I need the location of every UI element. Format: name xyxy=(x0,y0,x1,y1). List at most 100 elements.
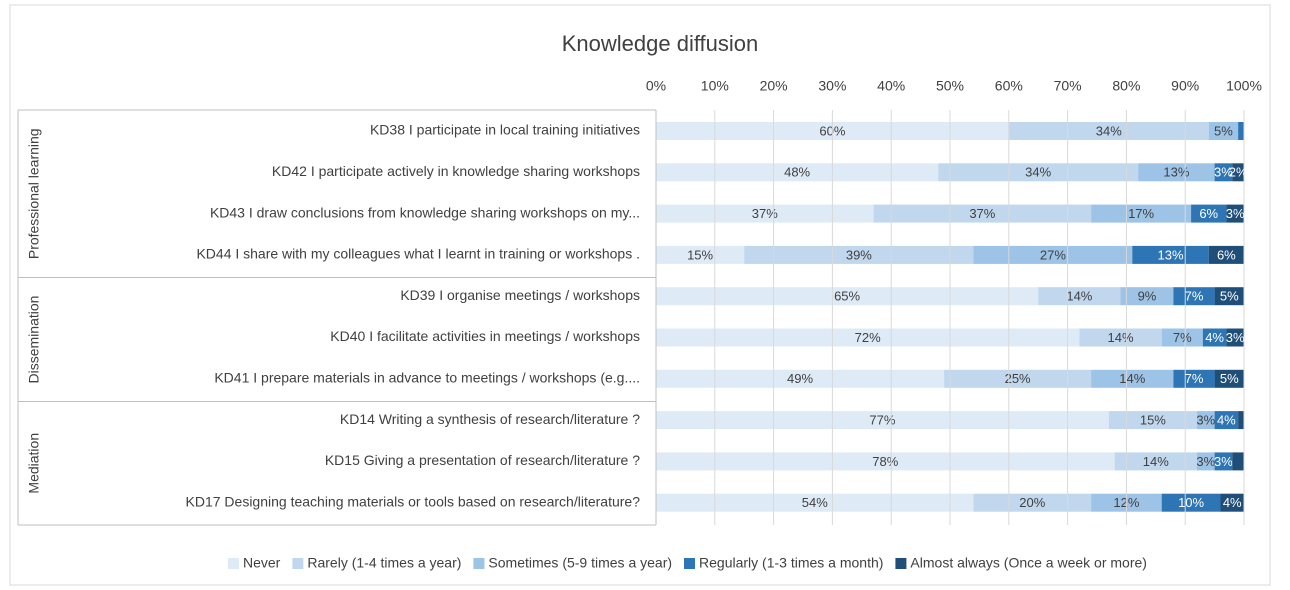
data-label: 3% xyxy=(1214,454,1233,469)
legend-label: Rarely (1-4 times a year) xyxy=(307,555,461,571)
bar-segment xyxy=(656,493,974,512)
legend-swatch xyxy=(473,558,485,569)
bar-segment xyxy=(1208,245,1244,264)
data-label: 3% xyxy=(1196,454,1215,469)
data-label: 3% xyxy=(1214,165,1233,180)
bar-segment xyxy=(656,369,945,388)
bar-segment xyxy=(1173,287,1215,306)
category-label: KD39 I organise meetings / workshops xyxy=(400,287,640,303)
legend-label: Sometimes (5-9 times a year) xyxy=(488,555,672,571)
category-label: KD14 Writing a synthesis of research/lit… xyxy=(340,411,640,427)
group-label: Dissemination xyxy=(26,296,42,384)
bar-segment xyxy=(1079,328,1162,347)
category-label: KD38 I participate in local training ini… xyxy=(370,122,640,138)
bar-segment xyxy=(1091,369,1174,388)
category-label: KD17 Designing teaching materials or too… xyxy=(186,493,641,509)
data-label: 65% xyxy=(834,289,860,304)
bar-segment xyxy=(656,163,939,182)
data-label: 9% xyxy=(1138,289,1157,304)
bar-segment xyxy=(744,245,974,264)
data-label: 72% xyxy=(855,330,881,345)
legend-swatch xyxy=(292,558,304,569)
bar-segment xyxy=(1202,328,1227,347)
data-label: 39% xyxy=(846,247,872,262)
data-label: 15% xyxy=(687,247,713,262)
data-label: 6% xyxy=(1199,206,1218,221)
legend-label: Never xyxy=(243,555,281,571)
category-label: KD44 I share with my colleagues what I l… xyxy=(196,246,640,262)
bar-segment xyxy=(1226,328,1244,347)
bar-segment xyxy=(1214,411,1239,430)
bar-segment xyxy=(1038,287,1121,306)
data-label: 34% xyxy=(1096,123,1122,138)
bar-segment xyxy=(656,328,1080,347)
bar-segment xyxy=(1214,163,1233,182)
bar-segment xyxy=(1008,122,1209,140)
data-label: 5% xyxy=(1220,371,1239,386)
group-label: Mediation xyxy=(26,433,42,494)
bar-segment xyxy=(944,369,1092,388)
data-label: 49% xyxy=(787,371,813,386)
data-label: 25% xyxy=(1005,371,1031,386)
data-label: 78% xyxy=(872,454,898,469)
data-label: 7% xyxy=(1185,289,1204,304)
data-label: 27% xyxy=(1040,247,1066,262)
x-tick-label: 10% xyxy=(701,78,729,94)
x-tick-label: 100% xyxy=(1226,78,1262,94)
x-tick-label: 0% xyxy=(646,78,666,94)
legend-label: Regularly (1-3 times a month) xyxy=(699,555,883,571)
category-label: KD43 I draw conclusions from knowledge s… xyxy=(210,204,640,220)
legend-label: Almost always (Once a week or more) xyxy=(910,555,1147,571)
data-label: 3% xyxy=(1226,330,1245,345)
x-tick-label: 30% xyxy=(818,78,846,94)
x-tick-label: 80% xyxy=(1112,78,1140,94)
data-label: 37% xyxy=(969,206,995,221)
x-tick-label: 40% xyxy=(877,78,905,94)
data-label: 14% xyxy=(1066,289,1092,304)
bar-segment xyxy=(1161,328,1203,347)
category-label: KD40 I facilitate activities in meetings… xyxy=(330,328,640,344)
x-tick-label: 90% xyxy=(1171,78,1199,94)
data-label: 34% xyxy=(1025,165,1051,180)
plot: 60% 34% 5%48% 34% 13% 3%2%37% 37% 17% 6% 3%15% 39%… xyxy=(656,122,1248,512)
bar-segment xyxy=(1214,452,1233,471)
x-tick-label: 50% xyxy=(936,78,964,94)
bar-segment xyxy=(1226,204,1244,223)
bar-segment xyxy=(1108,411,1197,430)
bar-segment xyxy=(656,287,1039,306)
data-label: 14% xyxy=(1119,371,1145,386)
category-label: KD42 I participate actively in knowledge… xyxy=(272,163,640,179)
bar-segment xyxy=(1191,204,1227,223)
bar-segment xyxy=(1132,245,1209,264)
bar-segment xyxy=(973,245,1133,264)
data-label: 5% xyxy=(1214,123,1233,138)
data-label: 14% xyxy=(1108,330,1134,345)
data-label: 20% xyxy=(1019,495,1045,510)
bar-segment xyxy=(1091,204,1192,223)
legend-swatch xyxy=(895,558,907,569)
data-label: 10% xyxy=(1178,495,1204,510)
bar-segment xyxy=(973,493,1092,512)
bar-segment xyxy=(1232,163,1244,182)
data-label: 15% xyxy=(1140,413,1166,428)
data-label: 7% xyxy=(1173,330,1192,345)
bar-segment xyxy=(656,411,1109,430)
bar-segment xyxy=(1173,369,1215,388)
bar-segment xyxy=(1208,122,1239,140)
data-label: 4% xyxy=(1217,413,1236,428)
category-label: KD15 Giving a presentation of research/l… xyxy=(325,452,640,468)
data-label: 54% xyxy=(802,495,828,510)
data-label: 2% xyxy=(1229,165,1248,180)
bar-segment xyxy=(1196,452,1215,471)
bar-segment xyxy=(938,163,1139,182)
data-label: 4% xyxy=(1223,495,1242,510)
data-label: 7% xyxy=(1185,371,1204,386)
data-label: 13% xyxy=(1157,247,1183,262)
data-label: 4% xyxy=(1205,330,1224,345)
x-tick-label: 70% xyxy=(1054,78,1082,94)
bar-segment xyxy=(1214,287,1244,306)
bar-segment xyxy=(656,204,874,223)
x-tick-label: 60% xyxy=(995,78,1023,94)
data-label: 37% xyxy=(752,206,778,221)
